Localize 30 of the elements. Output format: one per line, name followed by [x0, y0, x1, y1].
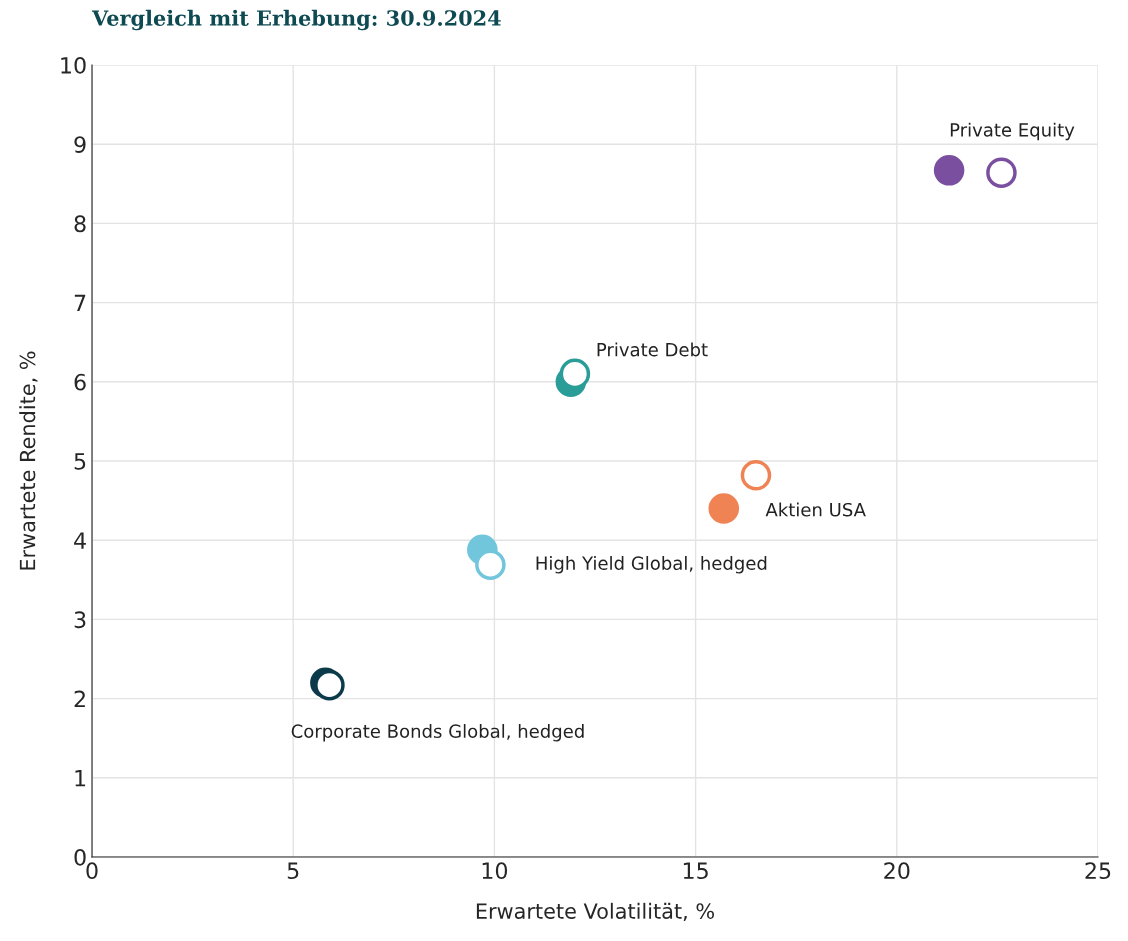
- x-axis-title: Erwartete Volatilität, %: [476, 902, 715, 922]
- annotation: Aktien USA: [765, 502, 866, 517]
- point: [708, 493, 740, 524]
- annotation: Corporate Bonds Global, hedged: [291, 724, 584, 742]
- y-tick-label: 2: [74, 690, 85, 708]
- annotation: Private Debt: [597, 342, 708, 357]
- x-tick-label: 0: [86, 862, 98, 880]
- x-tick-label: 5: [287, 862, 299, 880]
- point: [475, 549, 506, 581]
- y-tick-label: 9: [74, 136, 86, 153]
- annotation: Private Equity: [950, 122, 1075, 141]
- point: [986, 157, 1017, 188]
- x-tick-label: 25: [1085, 862, 1111, 880]
- annotation: High Yield Global, hedged: [536, 556, 767, 574]
- y-tick-label: 7: [74, 294, 86, 312]
- chart-title: Vergleich mit Erhebung: 30.9.2024: [91, 9, 501, 31]
- x-tick-label: 10: [482, 862, 508, 880]
- y-tick-label: 3: [74, 611, 86, 629]
- y-tick-label: 5: [74, 453, 86, 470]
- point: [740, 459, 772, 491]
- y-tick-label: 6: [74, 373, 86, 391]
- x-tick-label: 15: [683, 862, 708, 880]
- y-tick-label: 1: [75, 770, 86, 787]
- y-tick-label: 0: [74, 848, 86, 866]
- y-tick-label: 10: [61, 56, 86, 74]
- x-tick-label: 20: [884, 862, 910, 880]
- point: [933, 155, 965, 186]
- y-axis-title: Erwartete Rendite, %: [19, 351, 38, 570]
- y-tick-label: 4: [74, 532, 86, 549]
- y-tick-label: 8: [74, 215, 86, 233]
